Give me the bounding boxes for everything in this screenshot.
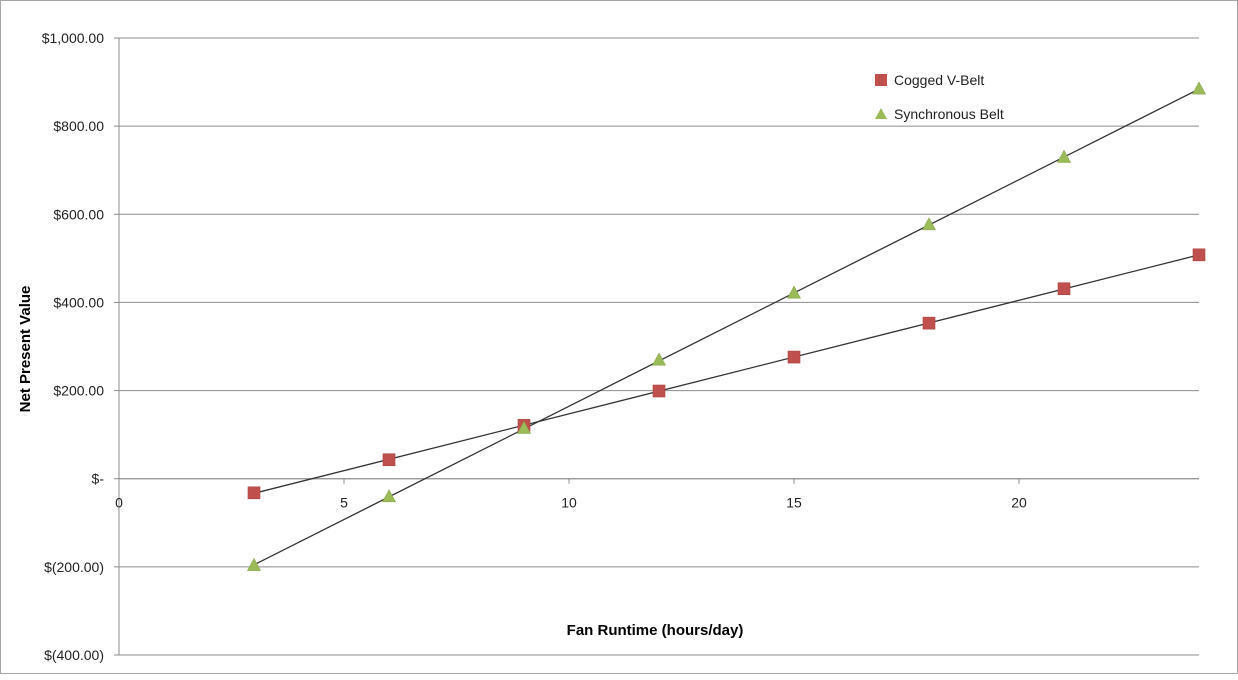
data-point-synchronous-belt: [1191, 81, 1207, 95]
data-point-synchronous-belt: [1056, 149, 1072, 163]
y-tick-label: $1,000.00: [42, 30, 104, 46]
y-tick-label: $(400.00): [44, 647, 104, 663]
x-tick-labels: 0 5 10 15 20: [115, 495, 1027, 511]
x-tick-label: 20: [1011, 495, 1027, 511]
y-tick-label: $(200.00): [44, 559, 104, 575]
data-point-cogged-v-belt: [652, 384, 666, 398]
data-point-synchronous-belt: [381, 489, 397, 503]
legend-label-cogged-v-belt: Cogged V-Belt: [894, 72, 984, 88]
data-point-synchronous-belt: [921, 217, 937, 231]
data-point-cogged-v-belt: [787, 350, 801, 364]
x-tick-label: 10: [561, 495, 577, 511]
trendline-cogged-v-belt: [253, 254, 1200, 494]
legend-marker-square: [875, 74, 887, 86]
data-point-cogged-v-belt: [1057, 282, 1071, 296]
y-axis-title: Net Present Value: [17, 286, 34, 413]
data-point-cogged-v-belt: [247, 486, 261, 500]
data-point-synchronous-belt: [246, 557, 262, 571]
trendline-synchronous-belt: [253, 88, 1200, 566]
x-tick-label: 5: [340, 495, 348, 511]
legend: Cogged V-Belt Synchronous Belt: [875, 72, 1004, 122]
y-tick-label: $200.00: [53, 383, 104, 399]
x-tick-label: 15: [786, 495, 802, 511]
grid-lines: [114, 37, 1199, 656]
x-tick-label: 0: [115, 495, 123, 511]
y-tick-label: $600.00: [53, 206, 104, 222]
data-point-cogged-v-belt: [382, 453, 396, 467]
legend-item-cogged-v-belt: Cogged V-Belt: [875, 72, 984, 88]
y-tick-labels: $(400.00) $(200.00) $- $200.00 $400.00 $600.0…: [42, 30, 105, 663]
data-points: [246, 81, 1207, 571]
x-axis-title: Fan Runtime (hours/day): [567, 622, 744, 639]
data-point-synchronous-belt: [516, 420, 532, 434]
y-tick-label: $400.00: [53, 294, 104, 310]
legend-item-synchronous-belt: Synchronous Belt: [875, 106, 1004, 122]
legend-label-synchronous-belt: Synchronous Belt: [894, 106, 1004, 122]
y-tick-label: $800.00: [53, 118, 104, 134]
data-point-cogged-v-belt: [1192, 248, 1206, 262]
trendlines: [253, 88, 1200, 566]
y-tick-label: $-: [92, 471, 105, 487]
data-point-cogged-v-belt: [922, 316, 936, 330]
legend-marker-triangle: [875, 108, 887, 119]
data-point-synchronous-belt: [786, 285, 802, 299]
data-point-synchronous-belt: [651, 352, 667, 366]
axes: [118, 38, 1199, 655]
